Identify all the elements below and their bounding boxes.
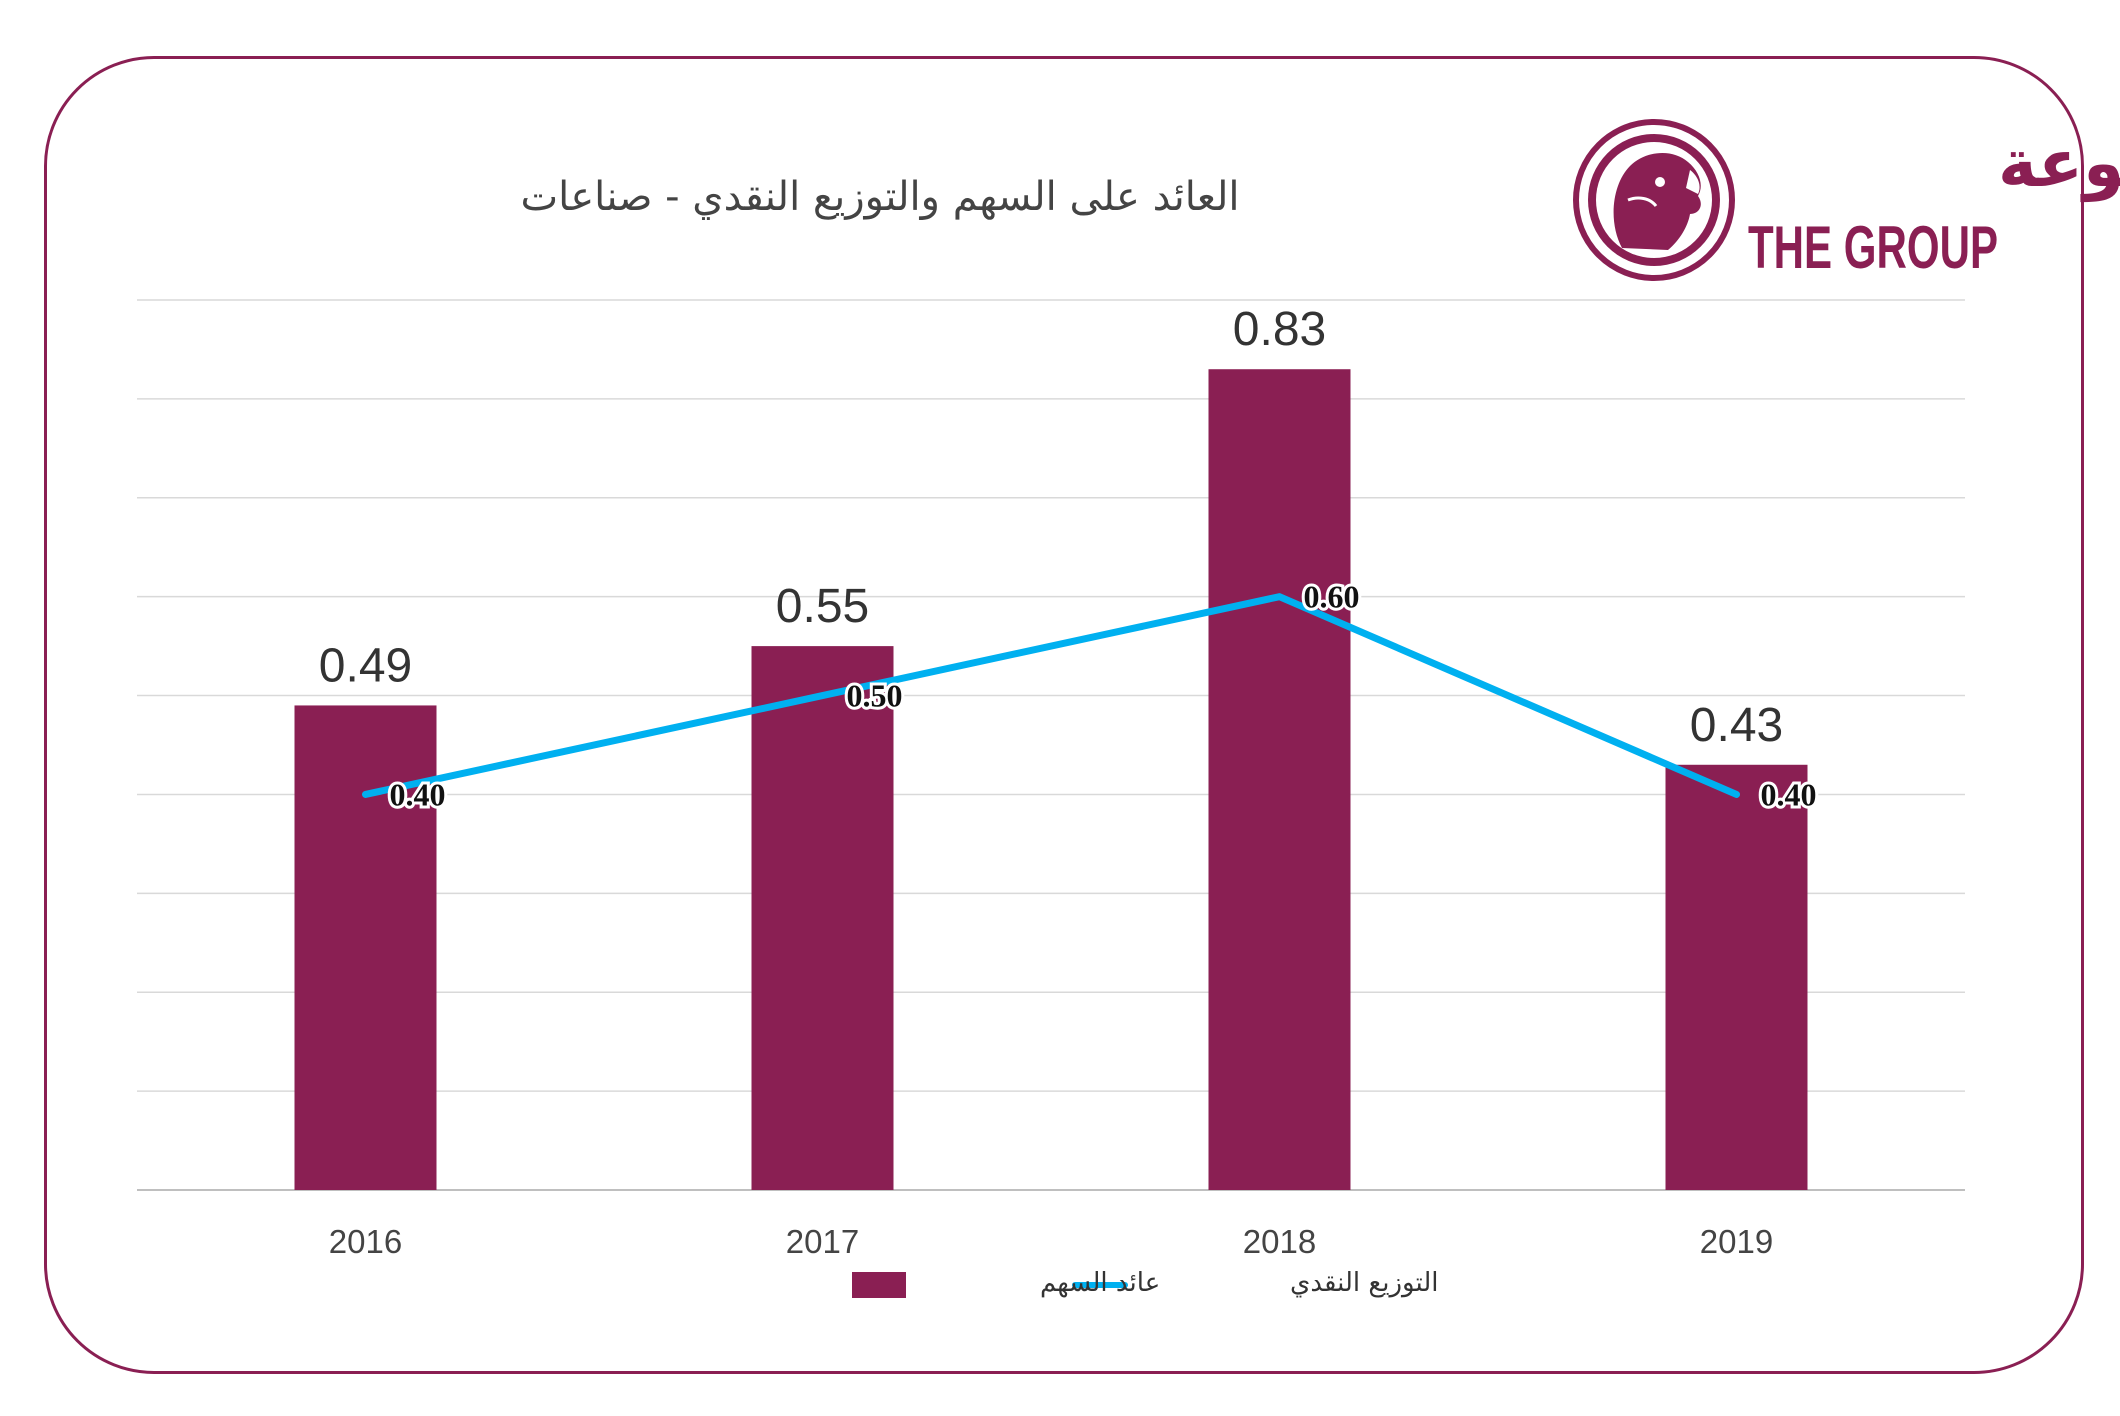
chart-frame — [44, 56, 2084, 1374]
legend-label-cash-distribution: التوزيع النقدي — [1290, 1268, 1438, 1298]
line-data-labels: 0.40 0.50 0.60 0.40 — [387, 576, 1820, 816]
x-tick-2016: 2016 — [329, 1223, 402, 1260]
bar-label-2019: 0.43 — [1690, 699, 1783, 752]
bar-2018 — [1208, 369, 1351, 1190]
legend-swatch-eps — [852, 1272, 906, 1298]
x-tick-2017: 2017 — [786, 1223, 859, 1260]
bar-series — [294, 369, 1808, 1190]
brand-name-arabic: المجموعة — [1998, 125, 2120, 203]
bar-data-labels: 0.49 0.55 0.83 0.43 — [319, 303, 1783, 752]
bar-2019 — [1665, 764, 1808, 1190]
point-2017 — [819, 692, 826, 699]
chart-title: العائد على السهم والتوزيع النقدي - صناعا… — [520, 174, 1239, 220]
line-label-2016: 0.40 — [390, 776, 446, 812]
bar-label-2017: 0.55 — [776, 580, 869, 633]
line-label-2019: 0.40 — [1761, 776, 1817, 812]
point-2019 — [1733, 791, 1740, 798]
x-axis-ticks: 2016 2017 2018 2019 — [329, 1223, 1773, 1260]
line-label-2018: 0.60 — [1304, 579, 1360, 615]
legend-label-eps: عائد السهم — [1040, 1268, 1160, 1298]
x-tick-2018: 2018 — [1243, 1223, 1316, 1260]
bar-2017 — [751, 646, 894, 1190]
line-label-2017: 0.50 — [847, 678, 903, 714]
falcon-emblem-icon — [1573, 119, 1735, 281]
bar-label-2016: 0.49 — [319, 639, 412, 692]
gridlines — [137, 299, 1965, 1191]
x-tick-2019: 2019 — [1700, 1223, 1773, 1260]
point-2016 — [362, 791, 369, 798]
brand-logo: المجموعة THE GROUP — [1573, 119, 2120, 281]
line-cash-distribution — [362, 593, 1740, 798]
legend: التوزيع النقدي عائد السهم — [852, 1268, 1438, 1298]
brand-name-english: THE GROUP — [1748, 214, 1998, 281]
line-series — [362, 593, 1740, 798]
bar-label-2018: 0.83 — [1233, 303, 1326, 356]
point-2018 — [1276, 593, 1283, 600]
